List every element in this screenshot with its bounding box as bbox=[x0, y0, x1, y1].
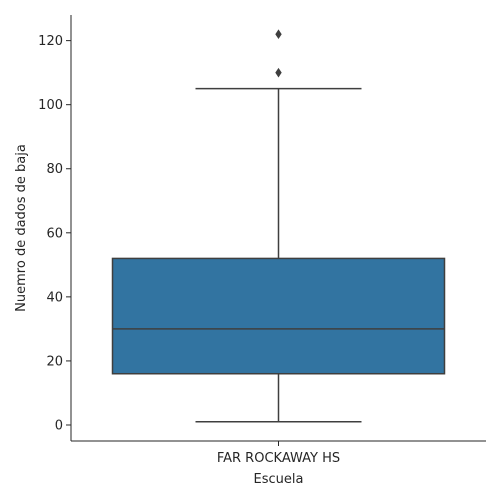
plot-marks bbox=[111, 29, 446, 423]
y-tick-label: 100 bbox=[38, 98, 63, 113]
y-tick-label: 0 bbox=[55, 418, 63, 433]
y-tick-label: 20 bbox=[46, 354, 63, 369]
y-axis-label: Nuemro de dados de baja bbox=[14, 144, 29, 312]
y-axis-ticks: 0 20 40 60 80 100 120 bbox=[38, 34, 71, 433]
box-iqr bbox=[111, 257, 446, 375]
y-tick-label: 80 bbox=[46, 162, 63, 177]
x-axis-ticks: FAR ROCKAWAY HS bbox=[217, 441, 340, 466]
y-tick-label: 60 bbox=[46, 226, 63, 241]
y-tick-label: 120 bbox=[38, 34, 63, 49]
outlier-point bbox=[275, 29, 282, 40]
y-tick-label: 40 bbox=[46, 290, 63, 305]
x-axis-label: Escuela bbox=[254, 472, 304, 487]
outlier-point bbox=[275, 67, 282, 78]
x-tick-label: FAR ROCKAWAY HS bbox=[217, 451, 340, 466]
